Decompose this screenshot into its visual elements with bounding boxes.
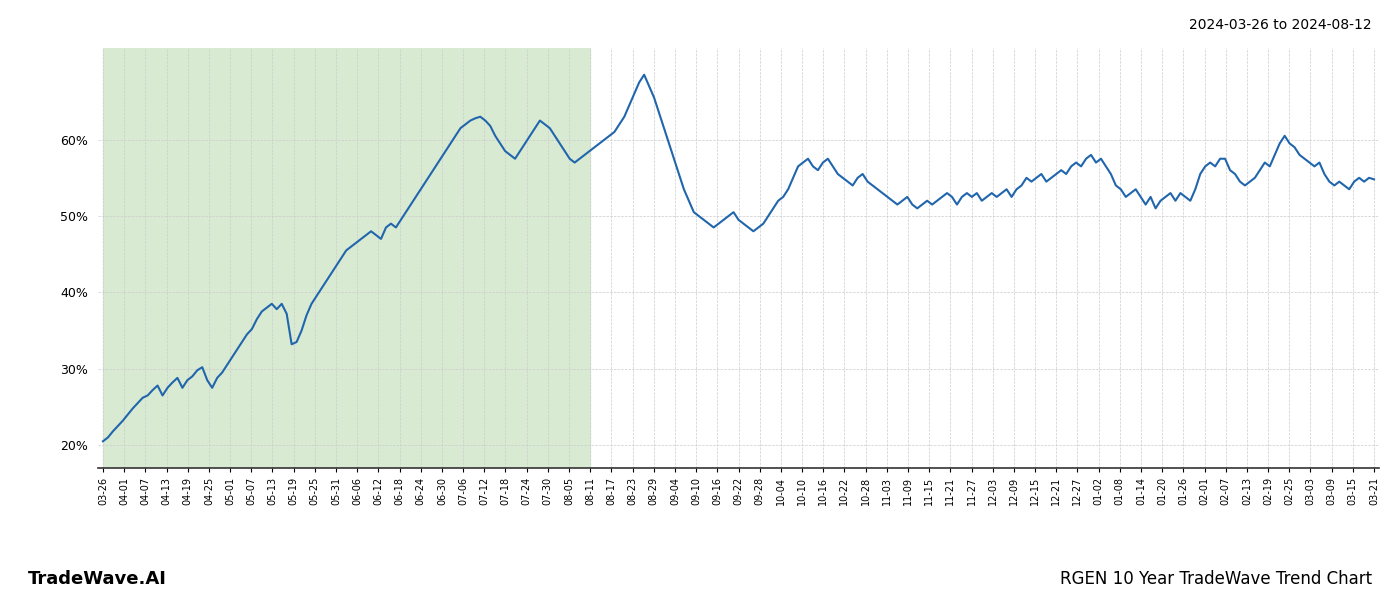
Text: 2024-03-26 to 2024-08-12: 2024-03-26 to 2024-08-12 bbox=[1190, 18, 1372, 32]
Bar bbox=[104, 48, 591, 468]
Text: RGEN 10 Year TradeWave Trend Chart: RGEN 10 Year TradeWave Trend Chart bbox=[1060, 570, 1372, 588]
Text: TradeWave.AI: TradeWave.AI bbox=[28, 570, 167, 588]
